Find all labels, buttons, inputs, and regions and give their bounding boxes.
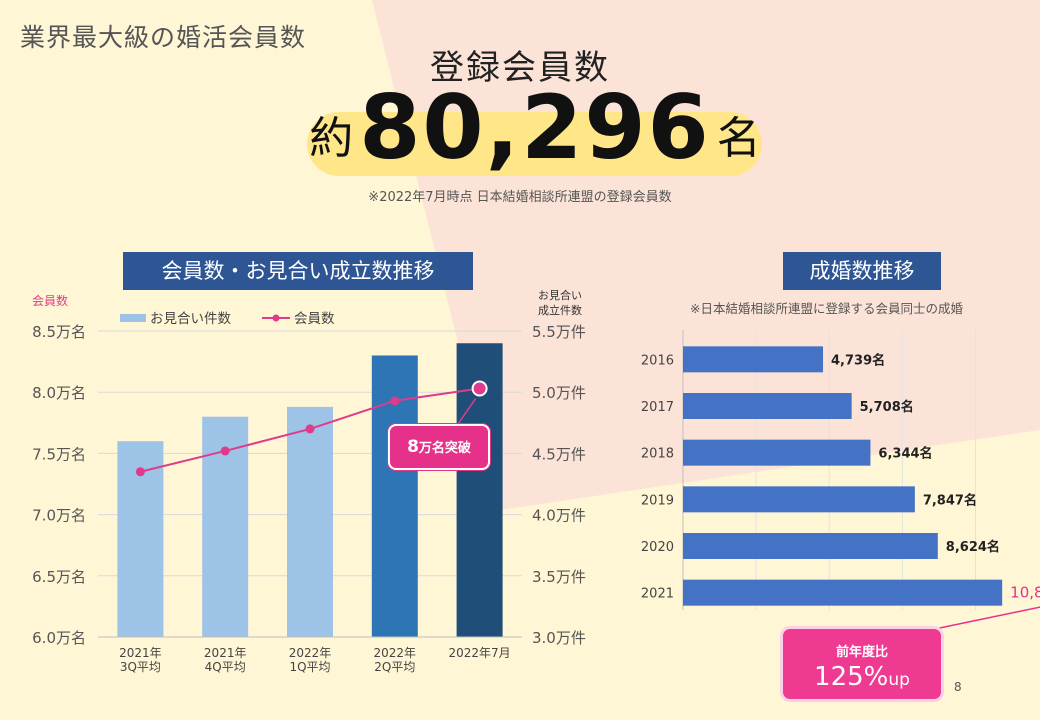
- chart2-title: 成婚数推移: [783, 252, 941, 290]
- right-tick-label: 3.0万件: [532, 629, 586, 647]
- chart2-note: ※日本結婚相談所連盟に登録する会員同士の成婚: [690, 301, 963, 316]
- h-bar-label: 4,739名: [831, 352, 885, 368]
- left-tick-label: 7.5万名: [32, 445, 86, 463]
- h-bar-label: 10,803名: [1010, 584, 1040, 602]
- right-tick-label: 4.0万件: [532, 507, 586, 525]
- line-point: [135, 467, 145, 477]
- bar: [287, 406, 333, 637]
- h-bar: [683, 579, 1003, 606]
- h-category-label: 2018: [641, 447, 674, 462]
- legend-label-line: 会員数: [294, 311, 335, 327]
- line-point-highlight: [471, 380, 488, 397]
- h-bar: [683, 486, 915, 513]
- legend-label-bars: お見合い件数: [150, 311, 231, 327]
- category-label: 2022年7月: [449, 646, 511, 660]
- line-point: [390, 396, 400, 406]
- registered-title: 登録会員数: [430, 48, 610, 88]
- page-title: 業界最大級の婚活会員数: [20, 23, 307, 52]
- right-tick-label: 5.5万件: [532, 323, 586, 341]
- annotation-big: 8: [407, 437, 419, 457]
- h-bar-label: 7,847名: [923, 492, 977, 508]
- h-category-label: 2021: [641, 587, 674, 602]
- category-label: 2022年: [374, 646, 417, 660]
- h-bar: [683, 439, 871, 466]
- category-label: 2022年: [289, 646, 332, 660]
- badge-value-row: 125%up: [783, 662, 941, 692]
- left-tick-label: 7.0万名: [32, 507, 86, 525]
- right-tick-label: 3.5万件: [532, 568, 586, 586]
- category-label: 2021年: [204, 646, 247, 660]
- h-category-label: 2020: [641, 540, 674, 555]
- left-tick-label: 6.5万名: [32, 568, 86, 586]
- h-category-label: 2017: [641, 400, 674, 415]
- badge-label: 前年度比: [835, 645, 888, 660]
- page-number: 8: [954, 680, 962, 694]
- callout-pointer: [457, 398, 477, 425]
- registered-note: ※2022年7月時点 日本結婚相談所連盟の登録会員数: [368, 190, 672, 205]
- category-label: 1Q平均: [289, 660, 330, 674]
- line-point: [305, 424, 315, 434]
- left-tick-label: 8.0万名: [32, 384, 86, 402]
- h-bar-label: 8,624名: [946, 539, 1000, 555]
- h-bar: [683, 346, 824, 373]
- legend-swatch-bars: [120, 314, 146, 322]
- legend-marker-line: [272, 314, 280, 322]
- badge-pointer: [929, 606, 1040, 631]
- h-bar-label: 6,344名: [878, 446, 932, 462]
- right-axis-label: お見合い: [538, 288, 582, 302]
- left-tick-label: 6.0万名: [32, 629, 86, 647]
- count-prefix: 約: [309, 113, 354, 164]
- chart1-title: 会員数・お見合い成立数推移: [123, 252, 473, 290]
- left-axis-label: 会員数: [32, 293, 68, 308]
- category-label: 3Q平均: [120, 660, 161, 674]
- left-tick-label: 8.5万名: [32, 323, 86, 341]
- count-value: 80,296: [359, 76, 711, 179]
- category-label: 2Q平均: [374, 660, 415, 674]
- count-suffix: 名: [716, 113, 761, 164]
- h-bar-label: 5,708名: [860, 399, 914, 415]
- number-highlight: [307, 112, 762, 176]
- h-category-label: 2019: [641, 493, 674, 508]
- h-bar: [683, 533, 938, 559]
- right-tick-label: 4.5万件: [532, 445, 586, 463]
- right-tick-label: 5.0万件: [532, 384, 586, 402]
- growth-badge: 前年度比 125%up: [780, 626, 944, 702]
- line-point: [220, 446, 230, 456]
- category-label: 4Q平均: [205, 660, 246, 674]
- category-label: 2021年: [119, 646, 162, 660]
- badge-value: 125%: [814, 662, 889, 692]
- h-bar: [683, 393, 852, 419]
- h-category-label: 2016: [641, 353, 674, 368]
- annotation-text: 万名突破: [418, 441, 471, 456]
- registered-count: 約 80,296 名: [305, 78, 765, 178]
- badge-suffix: up: [888, 670, 910, 690]
- right-axis-label: 成立件数: [538, 303, 582, 317]
- annotation-callout: 8万名突破: [388, 424, 490, 470]
